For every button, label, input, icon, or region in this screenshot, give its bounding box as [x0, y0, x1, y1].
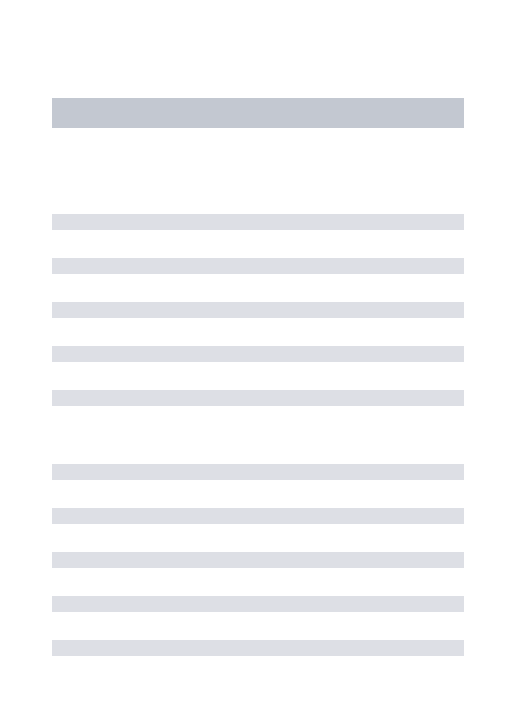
- skeleton-line: [52, 464, 464, 480]
- skeleton-line: [52, 302, 464, 318]
- skeleton-line: [52, 214, 464, 230]
- skeleton-line: [52, 640, 464, 656]
- skeleton-line: [52, 552, 464, 568]
- skeleton-container: [0, 0, 516, 656]
- skeleton-line: [52, 346, 464, 362]
- skeleton-line: [52, 258, 464, 274]
- skeleton-sections: [52, 214, 464, 656]
- skeleton-line: [52, 508, 464, 524]
- skeleton-line: [52, 596, 464, 612]
- skeleton-title-bar: [52, 98, 464, 128]
- skeleton-section: [52, 464, 464, 656]
- skeleton-section: [52, 214, 464, 406]
- skeleton-line: [52, 390, 464, 406]
